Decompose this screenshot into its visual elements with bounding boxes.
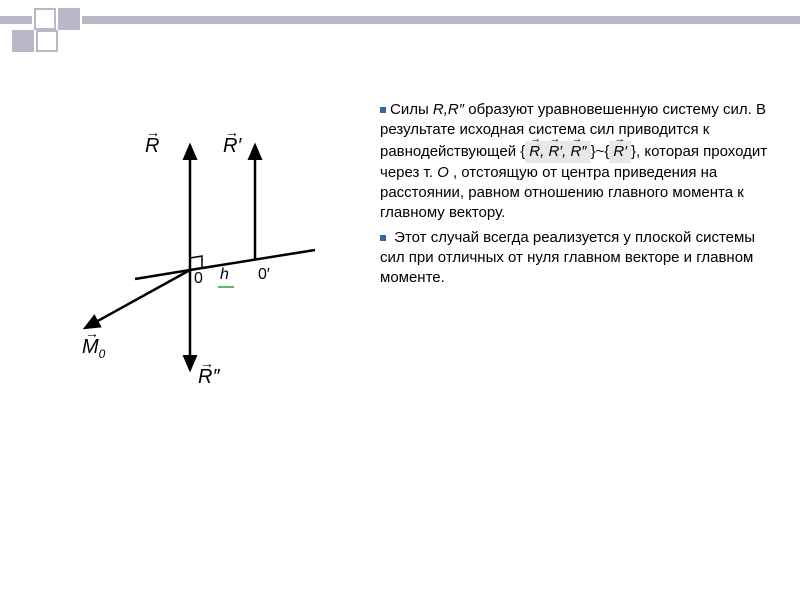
f1-R: R [529,143,540,160]
diagram-svg [20,100,360,380]
label-Rdprime: R″ [198,366,220,389]
paragraph-2: Этот случай всегда реализуется у плоской… [380,228,780,289]
deco-square-2 [58,8,80,30]
f1-Rdp: R″ [570,143,586,160]
label-M0: M0 [82,336,105,361]
p1-text-c: }~{ [591,143,610,160]
header-decoration [0,0,800,40]
p1-text-a: Силы [390,101,433,118]
deco-square-1 [34,8,56,30]
formula-2: R′ [609,141,631,163]
p2-text: Этот случай всегда реализуется у плоской… [380,229,755,287]
f2-Rp: R′ [613,143,627,160]
deco-bar-left [0,16,32,24]
force-diagram: → R → R′ 0 h 0′ → M0 → R″ [20,100,360,380]
paragraph-1: Силы R,R″ образуют уравновешенную систем… [380,100,780,224]
deco-bar-right [82,16,800,24]
label-R: R [145,135,159,158]
formula-1: R, R′, R″ [525,141,590,163]
label-h: h [220,266,229,284]
f1-Rp: R′ [548,143,562,160]
p1-vars: R,R″ [433,101,464,118]
content-area: → R → R′ 0 h 0′ → M0 → R″ Силы R,R″ обра… [0,100,800,380]
text-body: Силы R,R″ образуют уравновешенную систем… [380,100,780,380]
label-origin2: 0′ [258,266,270,284]
deco-square-4 [36,30,58,52]
bullet-icon [380,107,386,113]
label-Rprime: R′ [223,135,241,158]
deco-square-3 [12,30,34,52]
bullet-icon-2 [380,235,386,241]
p1-o: O [437,164,449,181]
label-origin1: 0 [194,270,203,288]
